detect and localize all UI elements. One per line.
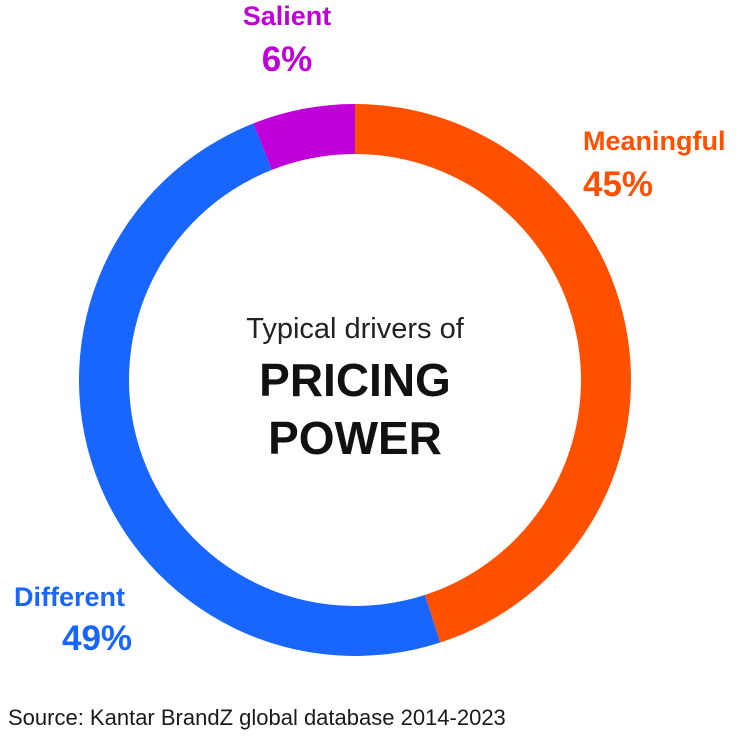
center-title-line-2: POWER bbox=[268, 412, 442, 464]
donut-slice-different bbox=[79, 123, 441, 656]
slice-label-different: Different bbox=[14, 582, 125, 612]
center-text-group: Typical drivers of PRICING POWER bbox=[246, 313, 465, 464]
donut-slice-meaningful bbox=[355, 104, 631, 643]
slice-label-salient: Salient bbox=[243, 1, 332, 31]
slice-label-meaningful: Meaningful bbox=[583, 126, 726, 156]
source-note: Source: Kantar BrandZ global database 20… bbox=[8, 705, 506, 730]
center-title-line-1: PRICING bbox=[259, 354, 451, 406]
slices-layer bbox=[79, 104, 631, 656]
donut-slice-salient bbox=[253, 104, 355, 170]
slice-value-salient: 6% bbox=[262, 40, 313, 79]
labels-layer: Salient 6% Meaningful 45% Different 49% bbox=[14, 1, 726, 658]
slice-value-meaningful: 45% bbox=[583, 165, 653, 204]
slice-value-different: 49% bbox=[62, 619, 132, 658]
center-subtitle: Typical drivers of bbox=[246, 313, 465, 345]
